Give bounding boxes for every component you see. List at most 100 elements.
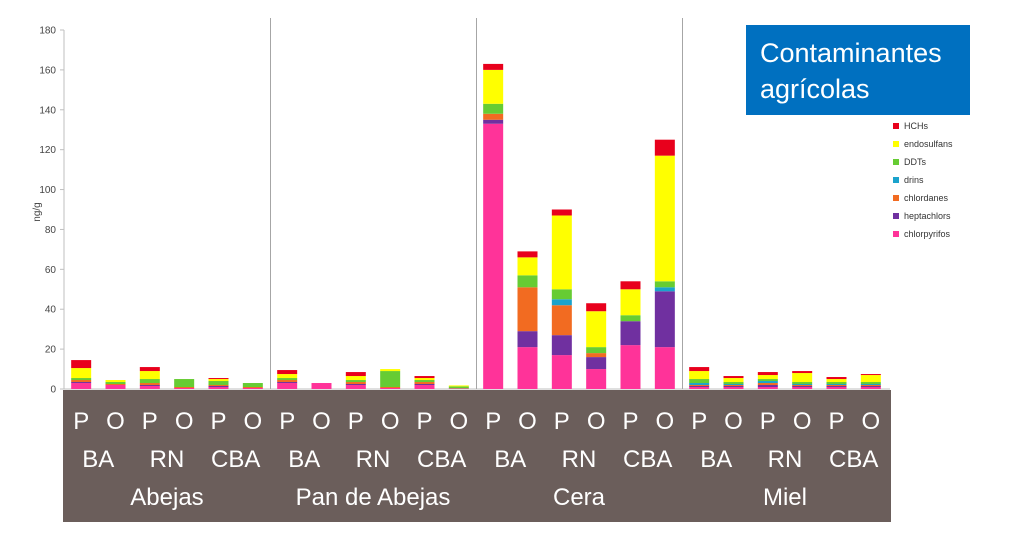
sublabel: O <box>724 408 743 435</box>
legend-swatch <box>893 141 899 147</box>
bar-segment-endosulfans <box>689 371 710 380</box>
bar-segment-drins <box>826 384 847 386</box>
bar-segment-endosulfans <box>860 375 881 383</box>
sublabel: O <box>243 408 262 435</box>
bar-segment-drins <box>860 384 881 386</box>
y-tick-label: 160 <box>39 65 56 76</box>
bar-segment-hchs <box>723 376 744 379</box>
bar-segment-endosulfans <box>620 289 641 316</box>
bar-segment-endosulfans <box>792 373 813 383</box>
bar-segment-endosulfans <box>723 378 744 383</box>
bar-segment-chlordanes <box>757 383 778 386</box>
legend-label: HCHs <box>904 121 928 131</box>
bar-segment-drins <box>792 384 813 386</box>
bar-segment-endosulfans <box>208 379 229 382</box>
site-label: BA <box>288 446 320 473</box>
bar-segment-heptachlors <box>757 385 778 387</box>
bar-segment-chlorpyrifos <box>483 123 504 390</box>
bar-segment-ddts <box>345 380 366 383</box>
group-label: Miel <box>763 484 807 511</box>
bar-segment-ddts <box>139 379 160 384</box>
site-label: RN <box>562 446 597 473</box>
bar-segment-hchs <box>139 367 160 372</box>
sublabel: O <box>175 408 194 435</box>
bar-segment-endosulfans <box>380 369 401 372</box>
bar-segment-chlordanes <box>380 387 401 389</box>
bar-segment-chlorpyrifos <box>723 387 744 389</box>
bar-segment-ddts <box>586 347 607 354</box>
bar-segment-chlordanes <box>551 305 572 336</box>
legend-label: chlorpyrifos <box>904 229 951 239</box>
bar-segment-endosulfans <box>448 385 469 387</box>
sublabel: O <box>655 408 674 435</box>
bar-segment-ddts <box>654 281 675 288</box>
legend-label: drins <box>904 175 924 185</box>
bar-segment-endosulfans <box>586 311 607 348</box>
bar-segment-endosulfans <box>483 69 504 104</box>
y-ticks: 0 20 40 60 80 100 120 140 160 180 <box>39 26 64 396</box>
category-band-background <box>63 390 891 522</box>
bar-segment-ddts <box>105 382 126 385</box>
bar-segment-hchs <box>792 371 813 374</box>
bar-segment-endosulfans <box>757 375 778 380</box>
bar-segment-heptachlors <box>345 384 366 386</box>
bar-segment-chlordanes <box>517 287 538 332</box>
bar-segment-chlorpyrifos <box>174 388 195 389</box>
sublabel: O <box>587 408 606 435</box>
group-label: Pan de Abejas <box>296 484 451 511</box>
bar-segment-chlorpyrifos <box>208 387 229 389</box>
bar-segment-chlorpyrifos <box>414 385 435 389</box>
bar-segment-chlorpyrifos <box>689 387 710 389</box>
bar-segment-hchs <box>483 63 504 70</box>
bar-segment-endosulfans <box>826 379 847 383</box>
bar-segment-chlorpyrifos <box>551 355 572 389</box>
sublabel: O <box>793 408 812 435</box>
legend-swatch <box>893 177 899 183</box>
sublabel: P <box>691 408 707 435</box>
bar-segment-hchs <box>826 377 847 380</box>
site-label: CBA <box>829 446 878 473</box>
bar-segment-hchs <box>208 378 229 380</box>
bar-segment-heptachlors <box>689 386 710 388</box>
site-label: RN <box>150 446 185 473</box>
site-label: CBA <box>623 446 672 473</box>
bar-segment-chlordanes <box>71 380 92 383</box>
legend-label: chlordanes <box>904 193 949 203</box>
bar-segment-hchs <box>620 281 641 290</box>
bar-segment-ddts <box>174 379 195 388</box>
bar-segment-chlorpyrifos <box>277 383 298 389</box>
bar-segment-chlorpyrifos <box>757 387 778 389</box>
sublabel: O <box>449 408 468 435</box>
bar-segment-ddts <box>723 382 744 385</box>
bar-segment-ddts <box>242 383 263 388</box>
sublabel: P <box>279 408 295 435</box>
y-tick-label: 20 <box>45 345 57 356</box>
bar-segment-drins <box>723 384 744 386</box>
bar-segment-chlorpyrifos <box>242 388 263 389</box>
bar-segment-heptachlors <box>277 382 298 384</box>
site-label: RN <box>768 446 803 473</box>
bar-segment-hchs <box>277 370 298 375</box>
sublabel: O <box>381 408 400 435</box>
legend-swatch <box>893 231 899 237</box>
bar-segment-chlorpyrifos <box>71 383 92 389</box>
legend: HCHs endosulfans DDTs drins chlordanes heptac… <box>893 121 953 239</box>
bar-segment-endosulfans <box>517 257 538 276</box>
y-tick-label: 0 <box>50 385 56 396</box>
chart-title: Contaminantes agrícolas <box>746 25 970 115</box>
bar-segment-drins <box>757 381 778 384</box>
bar-segment-heptachlors <box>826 386 847 388</box>
bar-segment-chlordanes <box>139 383 160 386</box>
bar-segment-heptachlors <box>654 291 675 348</box>
bar-segment-chlorpyrifos <box>139 386 160 389</box>
sublabel: P <box>348 408 364 435</box>
bar-segment-hchs <box>551 209 572 216</box>
sublabel: O <box>106 408 125 435</box>
sublabel: O <box>861 408 880 435</box>
legend-label: endosulfans <box>904 139 953 149</box>
site-label: BA <box>82 446 114 473</box>
bar-segment-ddts <box>277 378 298 381</box>
bar-segment-chlorpyrifos <box>586 369 607 389</box>
bar-segment-chlordanes <box>483 113 504 120</box>
